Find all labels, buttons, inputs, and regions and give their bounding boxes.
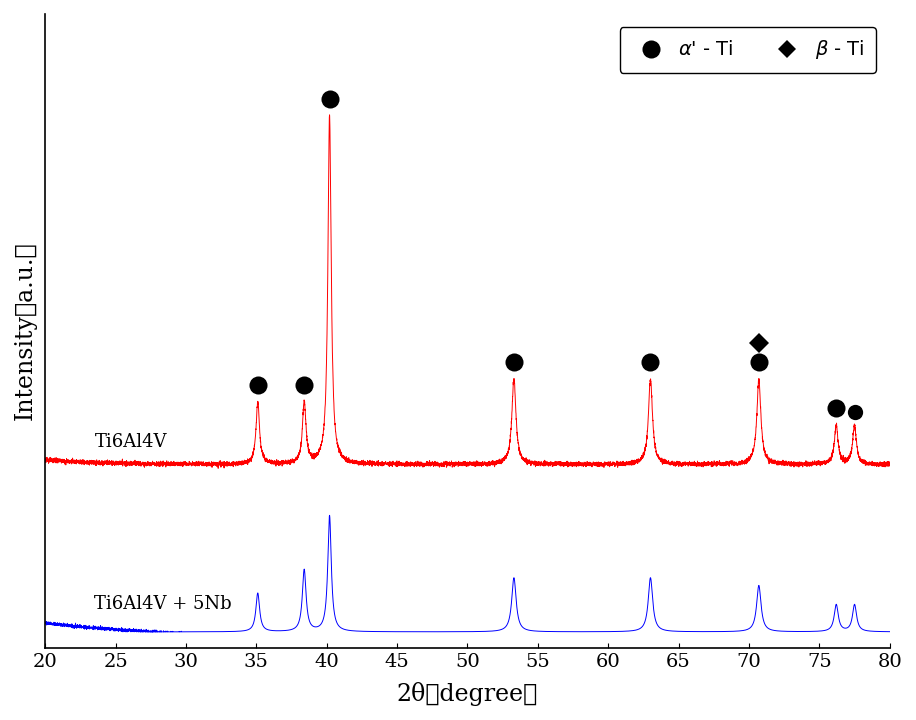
Legend: $\alpha$' - Ti, $\beta$ - Ti: $\alpha$' - Ti, $\beta$ - Ti	[619, 27, 876, 73]
Y-axis label: Intensity（a.u.）: Intensity（a.u.）	[14, 242, 37, 420]
Text: Ti6Al4V + 5Nb: Ti6Al4V + 5Nb	[94, 595, 232, 613]
X-axis label: 2θ（degree）: 2θ（degree）	[397, 682, 538, 706]
Text: Ti6Al4V: Ti6Al4V	[94, 433, 167, 451]
